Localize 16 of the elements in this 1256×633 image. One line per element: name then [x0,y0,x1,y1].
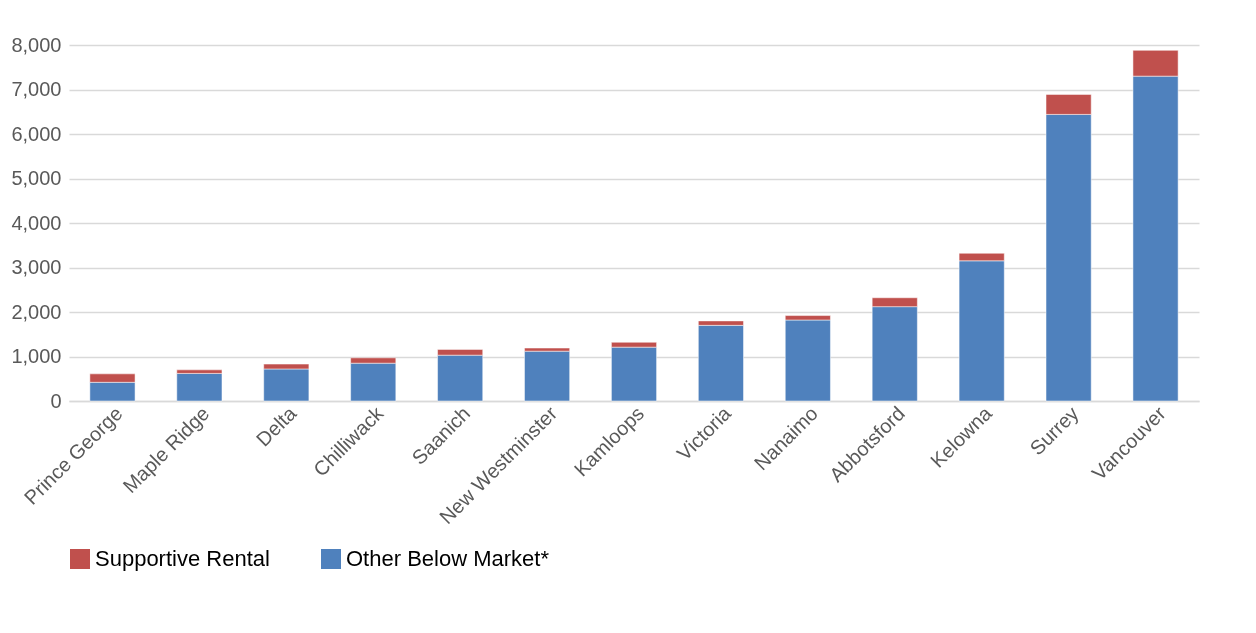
y-tick-label: 2,000 [11,300,62,323]
bar [697,324,745,402]
bar [176,372,223,402]
y-tick-label: 6,000 [11,122,62,145]
legend-label: Supportive Rental [95,546,270,571]
y-tick-label: 4,000 [11,211,62,234]
y-tick-label: 3,000 [11,256,62,278]
y-tick-label: 0 [50,389,62,412]
bar [784,319,831,402]
y-tick-label: 8,000 [11,33,62,56]
legend-label: Other Below Market* [346,546,550,571]
y-tick-label: 1,000 [11,345,62,367]
y-tick-label: 5,000 [11,167,62,189]
bar [610,346,658,402]
y-tick-label: 7,000 [11,78,62,100]
bar [523,350,571,402]
